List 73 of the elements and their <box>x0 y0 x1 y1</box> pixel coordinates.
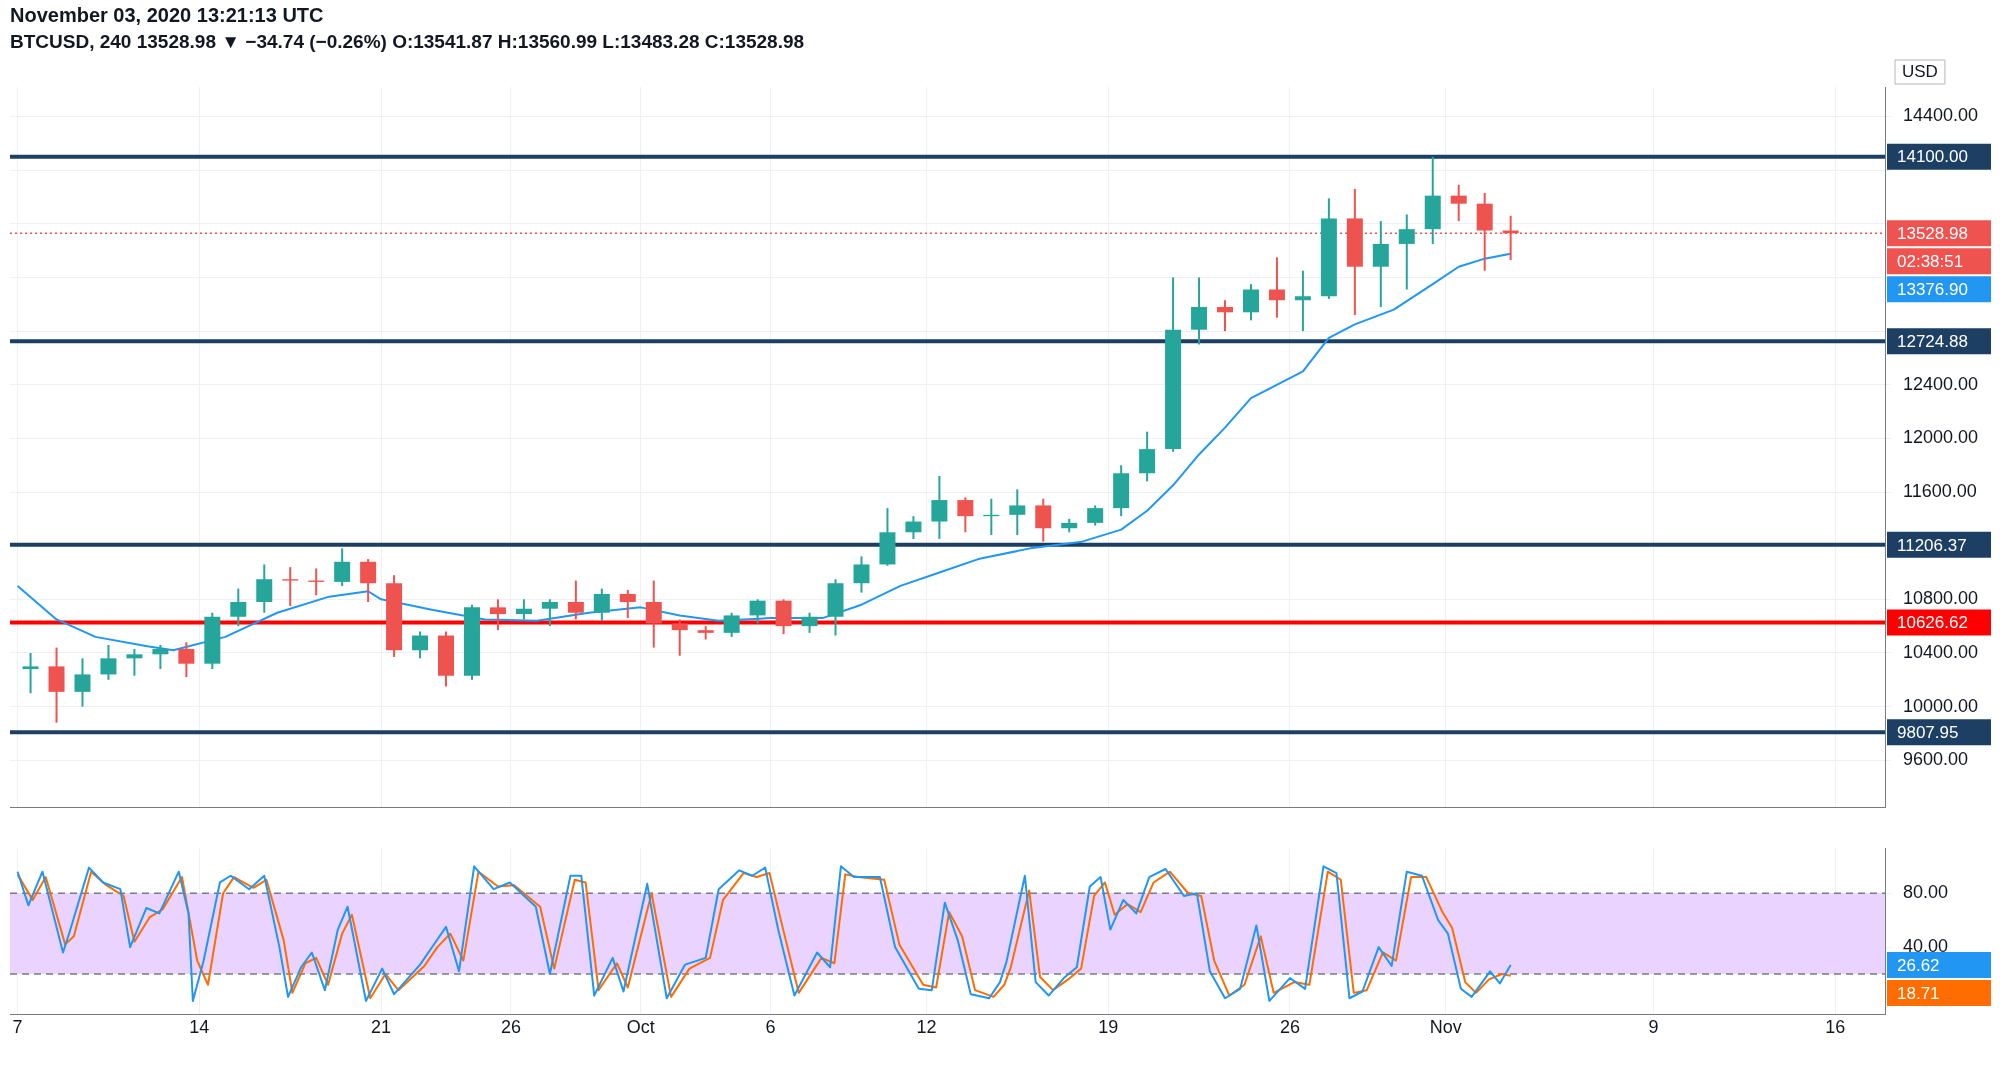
candlestick <box>1398 213 1415 291</box>
candlestick <box>905 515 922 540</box>
text: 18.71 <box>1897 983 1940 1003</box>
candlestick <box>723 611 740 638</box>
ref-line-label: 9807.95 <box>1897 723 1959 743</box>
x-tick-label: 26 <box>1279 1017 1300 1038</box>
ref-line-label: 12724.88 <box>1897 331 1968 351</box>
candlestick <box>178 641 195 679</box>
ref-line-label: 13528.98 <box>1897 224 1968 244</box>
candlestick <box>1242 283 1259 322</box>
candlestick <box>74 657 91 708</box>
ref-line-label: 11206.37 <box>1897 535 1967 555</box>
x-tick-label: 14 <box>189 1017 210 1038</box>
ref-line-label: 10626.62 <box>1897 613 1968 633</box>
candlestick <box>126 647 143 677</box>
candlestick <box>619 588 636 620</box>
y-tick-label: 9600.00 <box>1903 749 1969 770</box>
text: USD <box>1902 61 1938 81</box>
text: 02:38:51 <box>1897 252 1964 272</box>
candlestick <box>1372 220 1389 308</box>
ref-line-label: 14100.00 <box>1897 147 1968 167</box>
candlestick <box>1035 497 1052 543</box>
x-tick-label: 6 <box>765 1017 776 1038</box>
y-tick-label: 10800.00 <box>1903 588 1979 609</box>
chart-title: November 03, 2020 13:21:13 UTC <box>10 4 324 27</box>
candlestick <box>1217 299 1234 333</box>
candlestick <box>22 651 39 695</box>
candlestick <box>853 555 870 594</box>
text: 13376.90 <box>1897 280 1968 300</box>
x-tick-label: 16 <box>1825 1017 1846 1038</box>
x-tick-label: Nov <box>1429 1017 1462 1038</box>
candlestick <box>334 547 351 587</box>
candlestick <box>1268 256 1285 319</box>
x-tick-label: 12 <box>916 1017 937 1038</box>
candlestick <box>671 618 688 657</box>
y-tick-label: 80.00 <box>1903 882 1949 903</box>
candlestick <box>593 587 610 622</box>
candlestick <box>360 558 377 603</box>
candlestick <box>801 611 818 634</box>
candlestick <box>256 563 273 614</box>
candlestick <box>412 630 429 660</box>
candlestick <box>1450 183 1467 223</box>
candlestick <box>100 643 117 681</box>
candlestick <box>230 587 247 628</box>
candlestick <box>1087 504 1104 527</box>
y-tick-label: 11600.00 <box>1903 481 1977 501</box>
candlestick <box>1009 488 1026 536</box>
candlestick <box>931 474 948 540</box>
candlestick <box>489 598 506 632</box>
y-tick-label: 14400.00 <box>1903 105 1979 126</box>
text: 26.62 <box>1897 955 1940 975</box>
candlestick <box>152 643 169 671</box>
chart-subtitle: BTCUSD, 240 13528.98 ▼ −34.74 (−0.26%) O:13541.87 H:13560.99 L:13483.28 C:13528.98 <box>10 31 805 53</box>
x-tick-label: 21 <box>371 1017 392 1038</box>
x-tick-label: 19 <box>1098 1017 1119 1038</box>
candlestick <box>1294 269 1311 333</box>
x-tick-label: 9 <box>1648 1017 1659 1038</box>
x-tick-label: 7 <box>12 1017 23 1038</box>
candlestick <box>541 598 558 628</box>
y-tick-label: 12000.00 <box>1903 427 1979 448</box>
y-tick-label: 10000.00 <box>1903 695 1979 716</box>
y-tick-label: 10400.00 <box>1903 641 1979 662</box>
y-tick-label: 12400.00 <box>1903 373 1979 394</box>
candlestick <box>282 566 299 608</box>
candlestick <box>957 496 974 534</box>
candlestick <box>567 579 584 621</box>
x-tick-label: Oct <box>626 1017 655 1038</box>
candlestick <box>749 598 766 625</box>
x-tick-label: 26 <box>500 1017 521 1038</box>
candlestick <box>515 598 532 621</box>
candlestick <box>1191 276 1208 346</box>
candlestick <box>645 579 662 649</box>
y-tick-label: 40.00 <box>1903 936 1949 957</box>
